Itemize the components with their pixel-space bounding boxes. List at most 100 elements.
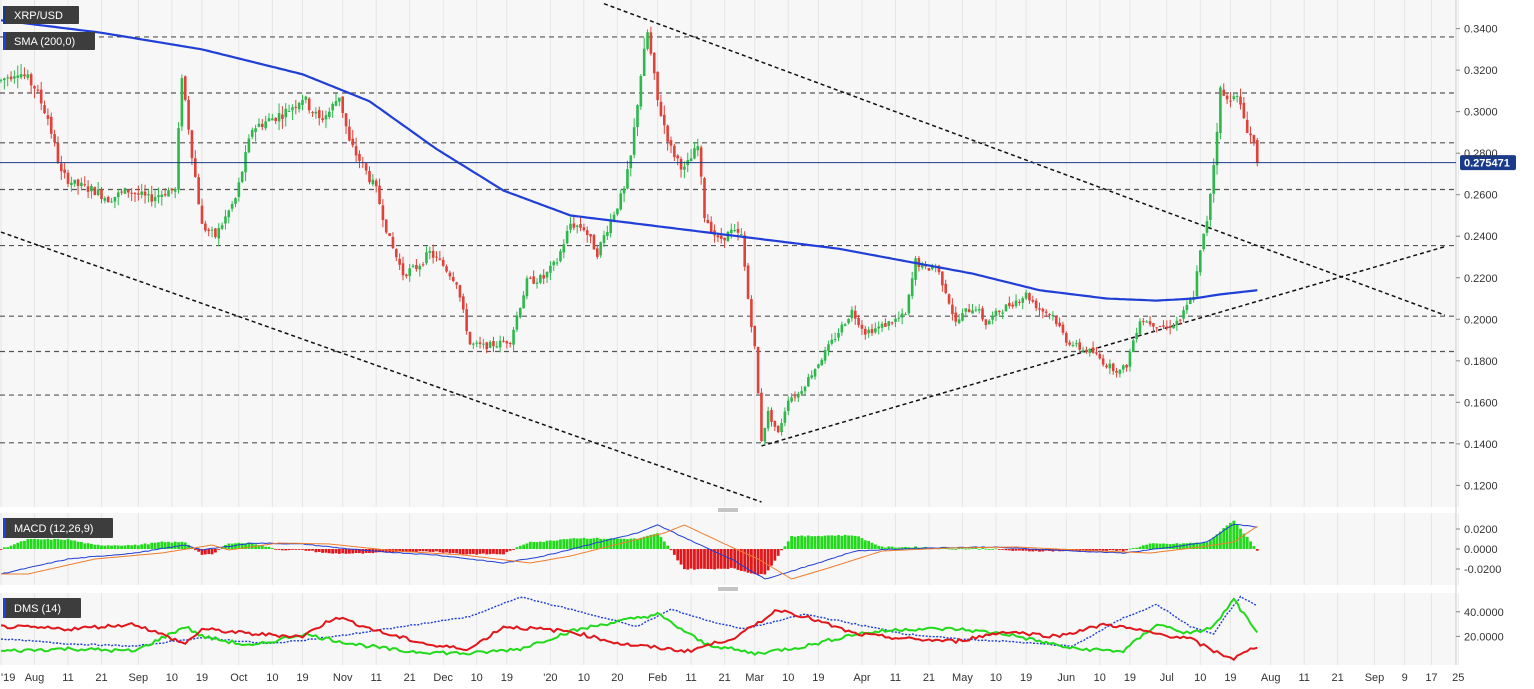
candle[interactable] (1111, 362, 1115, 375)
candle[interactable] (217, 223, 221, 247)
price-panel[interactable] (0, 0, 1456, 507)
candle[interactable] (160, 190, 164, 206)
candle[interactable] (358, 150, 361, 169)
candle[interactable] (703, 176, 706, 223)
candle[interactable] (197, 173, 200, 205)
candle[interactable] (6, 74, 9, 87)
candle[interactable] (760, 388, 763, 442)
candle[interactable] (746, 262, 750, 300)
candle[interactable] (910, 271, 914, 300)
candle[interactable] (451, 271, 455, 283)
candle[interactable] (840, 321, 844, 336)
candle[interactable] (867, 326, 870, 338)
candle[interactable] (1219, 85, 1222, 140)
candle[interactable] (1239, 88, 1242, 110)
candle[interactable] (1065, 331, 1068, 347)
candle[interactable] (947, 293, 951, 305)
candle[interactable] (1058, 317, 1061, 328)
candle[interactable] (877, 321, 880, 335)
candle[interactable] (1075, 340, 1078, 348)
candle[interactable] (63, 162, 66, 179)
candle[interactable] (522, 291, 525, 309)
candle[interactable] (1249, 126, 1252, 144)
candle[interactable] (998, 310, 1001, 316)
candle[interactable] (3, 77, 6, 90)
candle[interactable] (904, 312, 907, 316)
candle[interactable] (1209, 192, 1212, 227)
candle[interactable] (348, 119, 351, 142)
candle[interactable] (1051, 311, 1055, 321)
candle[interactable] (505, 340, 509, 349)
candle[interactable] (797, 391, 800, 403)
candle[interactable] (823, 346, 827, 364)
candle[interactable] (488, 340, 492, 349)
candle[interactable] (49, 112, 53, 139)
candle[interactable] (629, 154, 633, 177)
candle[interactable] (1225, 93, 1229, 104)
candle[interactable] (1132, 337, 1135, 353)
candle[interactable] (364, 162, 368, 175)
candle[interactable] (539, 273, 542, 285)
candle[interactable] (438, 250, 442, 261)
candle[interactable] (890, 321, 894, 326)
candle[interactable] (515, 311, 519, 333)
candle[interactable] (317, 106, 321, 126)
candle[interactable] (462, 293, 465, 314)
candle[interactable] (187, 95, 190, 135)
candle[interactable] (555, 258, 559, 266)
candle[interactable] (428, 246, 432, 260)
candle[interactable] (1078, 338, 1081, 353)
candle[interactable] (833, 332, 837, 343)
candle[interactable] (954, 306, 958, 327)
candle[interactable] (857, 314, 860, 328)
candle[interactable] (508, 341, 512, 348)
candle[interactable] (167, 187, 170, 197)
candle[interactable] (763, 427, 767, 445)
panel-resize-handle[interactable] (718, 587, 738, 591)
candle[interactable] (1152, 322, 1155, 332)
candle[interactable] (1172, 322, 1175, 329)
candle[interactable] (589, 233, 592, 244)
candle[interactable] (1031, 295, 1035, 304)
candle[interactable] (596, 244, 599, 260)
candle[interactable] (441, 256, 445, 267)
candle[interactable] (1011, 301, 1014, 309)
candle[interactable] (1242, 96, 1246, 120)
candle[interactable] (559, 248, 562, 263)
candle[interactable] (39, 81, 43, 111)
candle[interactable] (140, 183, 143, 199)
candle[interactable] (1215, 122, 1219, 175)
candle[interactable] (307, 97, 311, 114)
candle[interactable] (582, 223, 586, 232)
sma-label[interactable]: SMA (200,0) (3, 32, 95, 50)
candle[interactable] (224, 209, 227, 230)
candle[interactable] (311, 110, 314, 117)
candle[interactable] (492, 336, 495, 353)
candle[interactable] (173, 186, 177, 199)
candle[interactable] (421, 261, 425, 267)
candle[interactable] (927, 267, 931, 271)
panel-resize-handle[interactable] (718, 508, 738, 512)
candle[interactable] (33, 85, 36, 99)
candle[interactable] (301, 94, 304, 111)
candle[interactable] (602, 230, 606, 247)
candle[interactable] (127, 189, 130, 198)
candle[interactable] (502, 336, 505, 343)
candle[interactable] (874, 322, 877, 334)
candle[interactable] (1222, 83, 1226, 97)
dms-label[interactable]: DMS (14) (3, 598, 81, 618)
candle[interactable] (66, 169, 70, 188)
candle[interactable] (291, 104, 294, 120)
candle[interactable] (542, 269, 545, 285)
candle[interactable] (391, 232, 395, 250)
candle[interactable] (532, 270, 535, 285)
candle[interactable] (1185, 300, 1189, 314)
candle[interactable] (177, 122, 180, 194)
candle[interactable] (673, 143, 676, 162)
candle[interactable] (281, 106, 284, 129)
candle[interactable] (907, 293, 911, 316)
candle[interactable] (944, 279, 947, 295)
candle[interactable] (478, 336, 482, 349)
candle[interactable] (1125, 364, 1128, 372)
